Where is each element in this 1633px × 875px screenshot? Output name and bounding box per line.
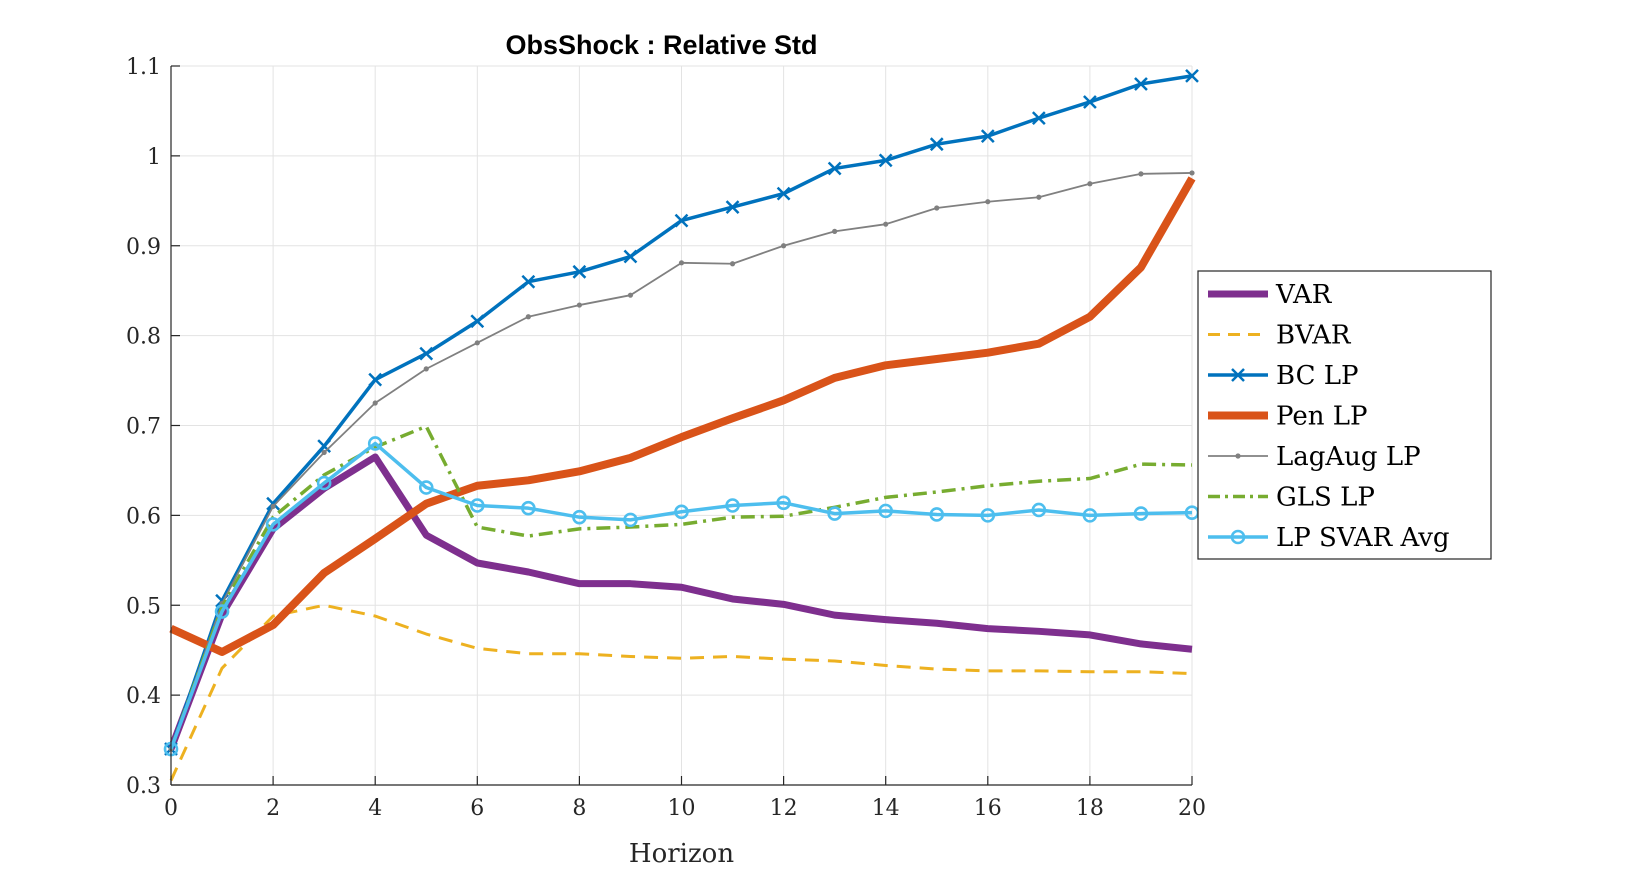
x-tick-label: 10	[668, 796, 696, 821]
data-point-dot-marker	[577, 302, 582, 307]
data-point-dot-marker	[373, 400, 378, 405]
data-point-dot-marker	[1036, 195, 1041, 200]
legend-label: LP SVAR Avg	[1276, 523, 1450, 553]
data-point-dot-marker	[424, 366, 429, 371]
y-tick-label: 0.3	[126, 774, 161, 799]
y-tick-label: 0.9	[126, 235, 161, 260]
x-tick-label: 8	[572, 796, 586, 821]
x-tick-label: 2	[266, 796, 280, 821]
x-tick-label: 0	[164, 796, 178, 821]
data-point-dot-marker	[1189, 170, 1194, 175]
legend-label: LagAug LP	[1276, 442, 1421, 472]
data-point-dot-marker	[1087, 181, 1092, 186]
y-tick-label: 1	[147, 145, 161, 170]
data-point-dot-marker	[679, 260, 684, 265]
chart-title: ObsShock : Relative Std	[505, 30, 817, 60]
y-tick-label: 0.6	[126, 504, 161, 529]
legend: VAR BVAR BC LP Pen LP LagAug LP GLS LP LP SVAR…	[1198, 271, 1491, 559]
data-point-dot-marker	[985, 199, 990, 204]
x-tick-label: 6	[470, 796, 484, 821]
data-point-dot-marker	[322, 450, 327, 455]
x-tick-label: 14	[872, 796, 900, 821]
data-point-dot-marker	[934, 205, 939, 210]
legend-label: BVAR	[1276, 321, 1352, 351]
x-tick-label: 16	[974, 796, 1002, 821]
y-tick-label: 0.7	[126, 415, 161, 440]
legend-label: GLS LP	[1276, 483, 1375, 513]
y-tick-label: 0.8	[126, 325, 161, 350]
data-point-dot-marker	[475, 340, 480, 345]
data-point-dot-marker	[781, 243, 786, 248]
data-point-dot-marker	[1138, 171, 1143, 176]
x-tick-label: 20	[1178, 796, 1206, 821]
legend-label: Pen LP	[1276, 402, 1367, 432]
x-tick-label: 4	[368, 796, 382, 821]
data-point-x-marker	[420, 348, 432, 360]
x-tick-label: 12	[770, 796, 798, 821]
data-point-dot-marker	[730, 261, 735, 266]
legend-label: BC LP	[1276, 361, 1359, 391]
data-point-dot-marker	[1235, 453, 1240, 458]
legend-label: VAR	[1275, 280, 1333, 310]
x-axis-label: Horizon	[629, 839, 734, 869]
x-tick-label: 18	[1076, 796, 1104, 821]
grid-layer	[171, 66, 1192, 785]
data-point-dot-marker	[628, 293, 633, 298]
y-tick-label: 0.4	[126, 684, 161, 709]
axes-layer: 0 2 4 6 8 10 12 14 16 18 20 0.3 0.4 0.5 0.6 0.7 0.8 0.9 1 1…	[126, 55, 1206, 821]
data-point-dot-marker	[271, 504, 276, 509]
y-tick-label: 1.1	[126, 55, 161, 80]
data-point-dot-marker	[832, 229, 837, 234]
data-point-dot-marker	[526, 314, 531, 319]
y-tick-label: 0.5	[126, 594, 161, 619]
data-point-dot-marker	[883, 222, 888, 227]
